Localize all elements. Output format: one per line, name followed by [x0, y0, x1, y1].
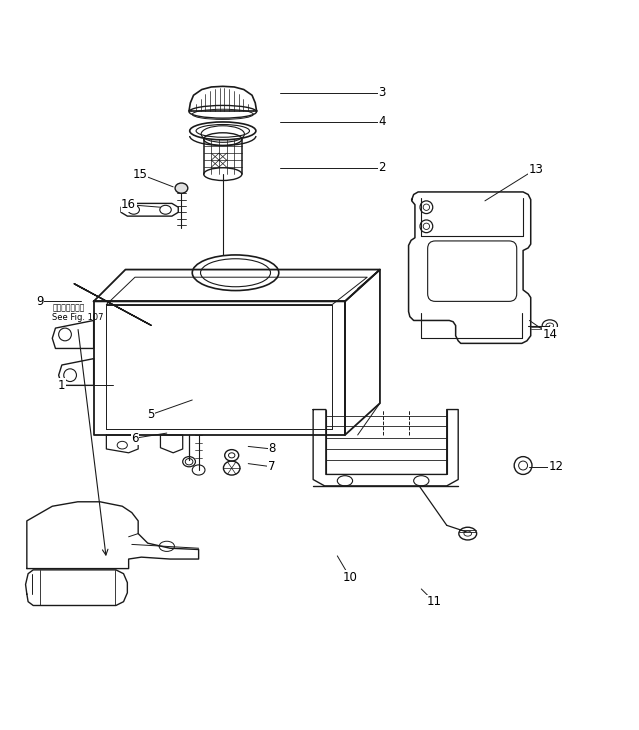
Text: 13: 13 — [528, 163, 543, 175]
Text: 1: 1 — [58, 379, 66, 392]
Text: 12: 12 — [549, 461, 564, 473]
Text: 図１０７図参照: 図１０７図参照 — [52, 303, 84, 312]
Text: See Fig. 107: See Fig. 107 — [52, 313, 104, 323]
Text: 15: 15 — [133, 168, 148, 180]
Text: 6: 6 — [131, 431, 139, 445]
Text: 2: 2 — [378, 161, 385, 174]
Text: 10: 10 — [343, 571, 357, 584]
Text: 11: 11 — [426, 595, 442, 608]
Text: 8: 8 — [268, 442, 275, 456]
Text: 3: 3 — [378, 86, 385, 99]
Text: 5: 5 — [147, 408, 155, 421]
Text: 7: 7 — [268, 461, 275, 473]
Text: 16: 16 — [121, 198, 136, 211]
Text: 14: 14 — [543, 328, 557, 341]
Text: 4: 4 — [378, 115, 385, 128]
Text: 9: 9 — [36, 295, 43, 308]
Ellipse shape — [175, 183, 188, 193]
